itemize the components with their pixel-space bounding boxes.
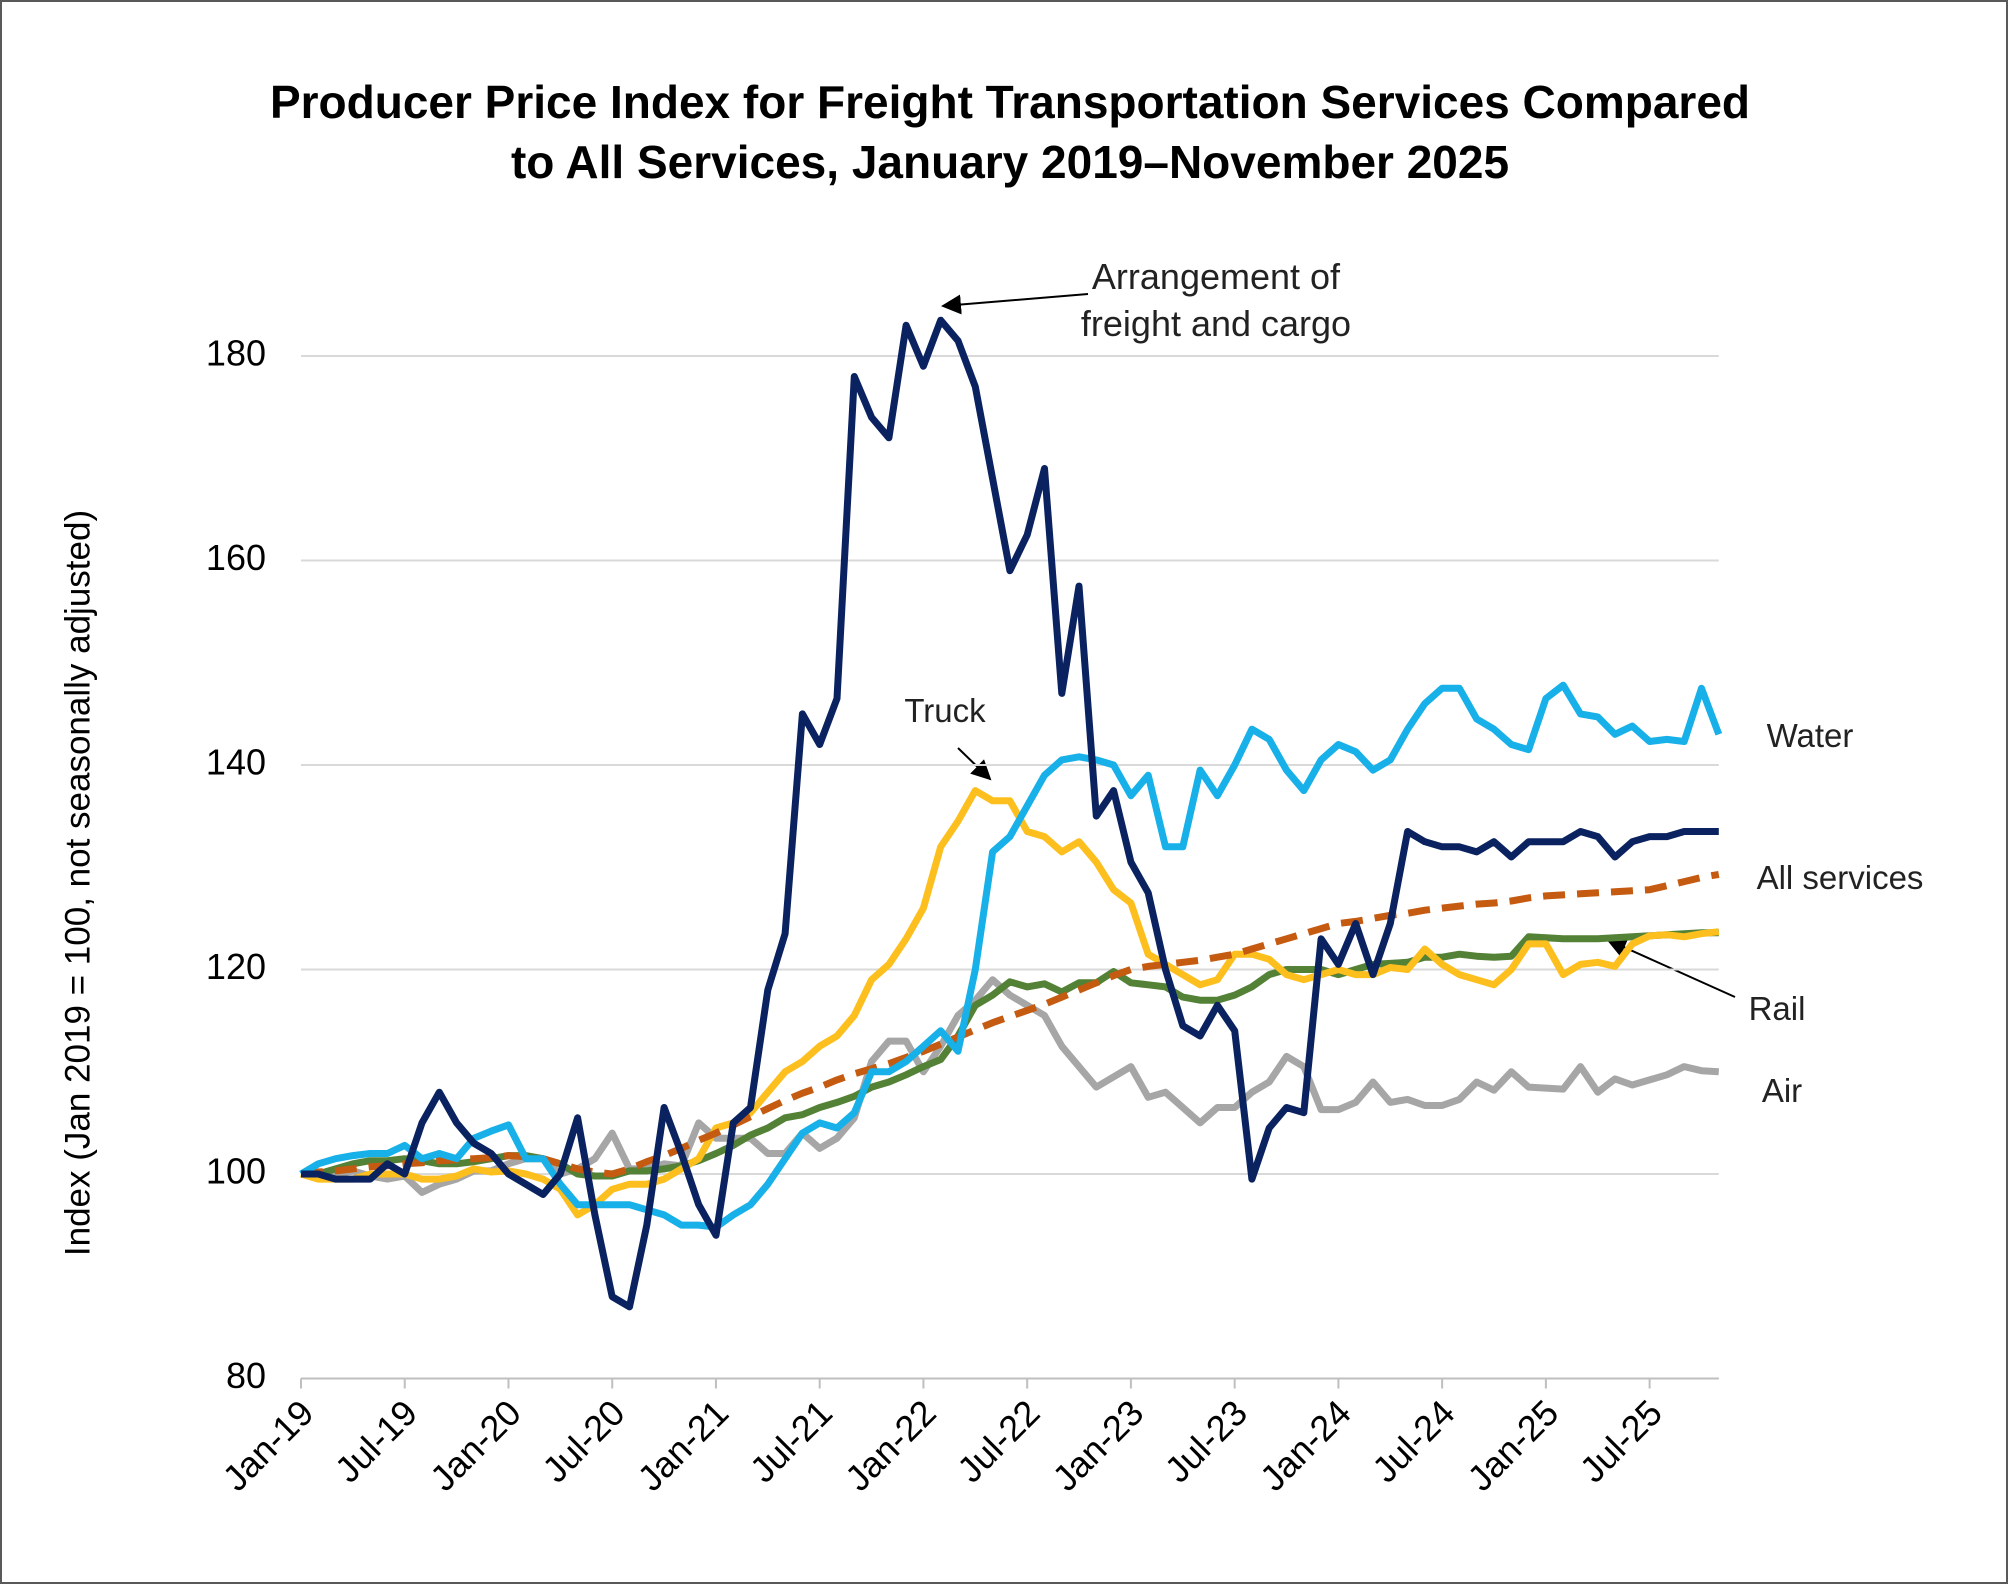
y-tick-label: 180 [206,333,266,374]
chart-title: Producer Price Index for Freight Transpo… [269,76,1751,188]
x-tick-label: Jul-23 [1157,1392,1255,1490]
series-line [299,681,1723,1231]
x-tick-label: Jul-20 [534,1392,632,1490]
x-tick-label: Jul-24 [1364,1392,1462,1490]
x-tick-label: Jan-25 [1459,1392,1566,1499]
x-tick-label: Jan-22 [837,1392,944,1499]
y-tick-label: 120 [206,946,266,987]
annotation-arrow [957,747,992,781]
series-label: Arrangement of freight and cargo [1080,256,1352,344]
series-line [301,976,1720,1196]
x-tick-label: Jul-25 [1572,1392,1670,1490]
y-tick-label: 140 [206,742,266,783]
y-tick-label: 80 [226,1355,266,1396]
series-label: Water [1766,717,1854,754]
y-tick-label: 100 [206,1151,266,1192]
y-axis-label: Index (Jan 2019 = 100, not seasonally ad… [58,510,97,1256]
x-tick-label: Jan-20 [422,1392,529,1499]
series-label: All services [1756,859,1924,896]
grid [301,355,1719,1380]
series-line [301,316,1719,1311]
series-label: Rail [1748,990,1806,1027]
x-tick-label: Jan-23 [1044,1392,1151,1499]
x-tick-label: Jul-22 [949,1392,1047,1490]
series-line [300,870,1720,1178]
x-tick-label: Jul-21 [742,1392,840,1490]
series-line [300,787,1720,1219]
series-label: Air [1761,1072,1803,1109]
x-tick-label: Jan-19 [215,1392,322,1499]
y-tick-label: 160 [206,537,266,578]
annotation-arrow [941,293,1089,315]
x-tick-label: Jan-21 [630,1392,737,1499]
series-label: Truck [904,692,986,729]
x-tick-label: Jan-24 [1252,1392,1359,1499]
x-tick-label: Jul-19 [327,1392,425,1490]
